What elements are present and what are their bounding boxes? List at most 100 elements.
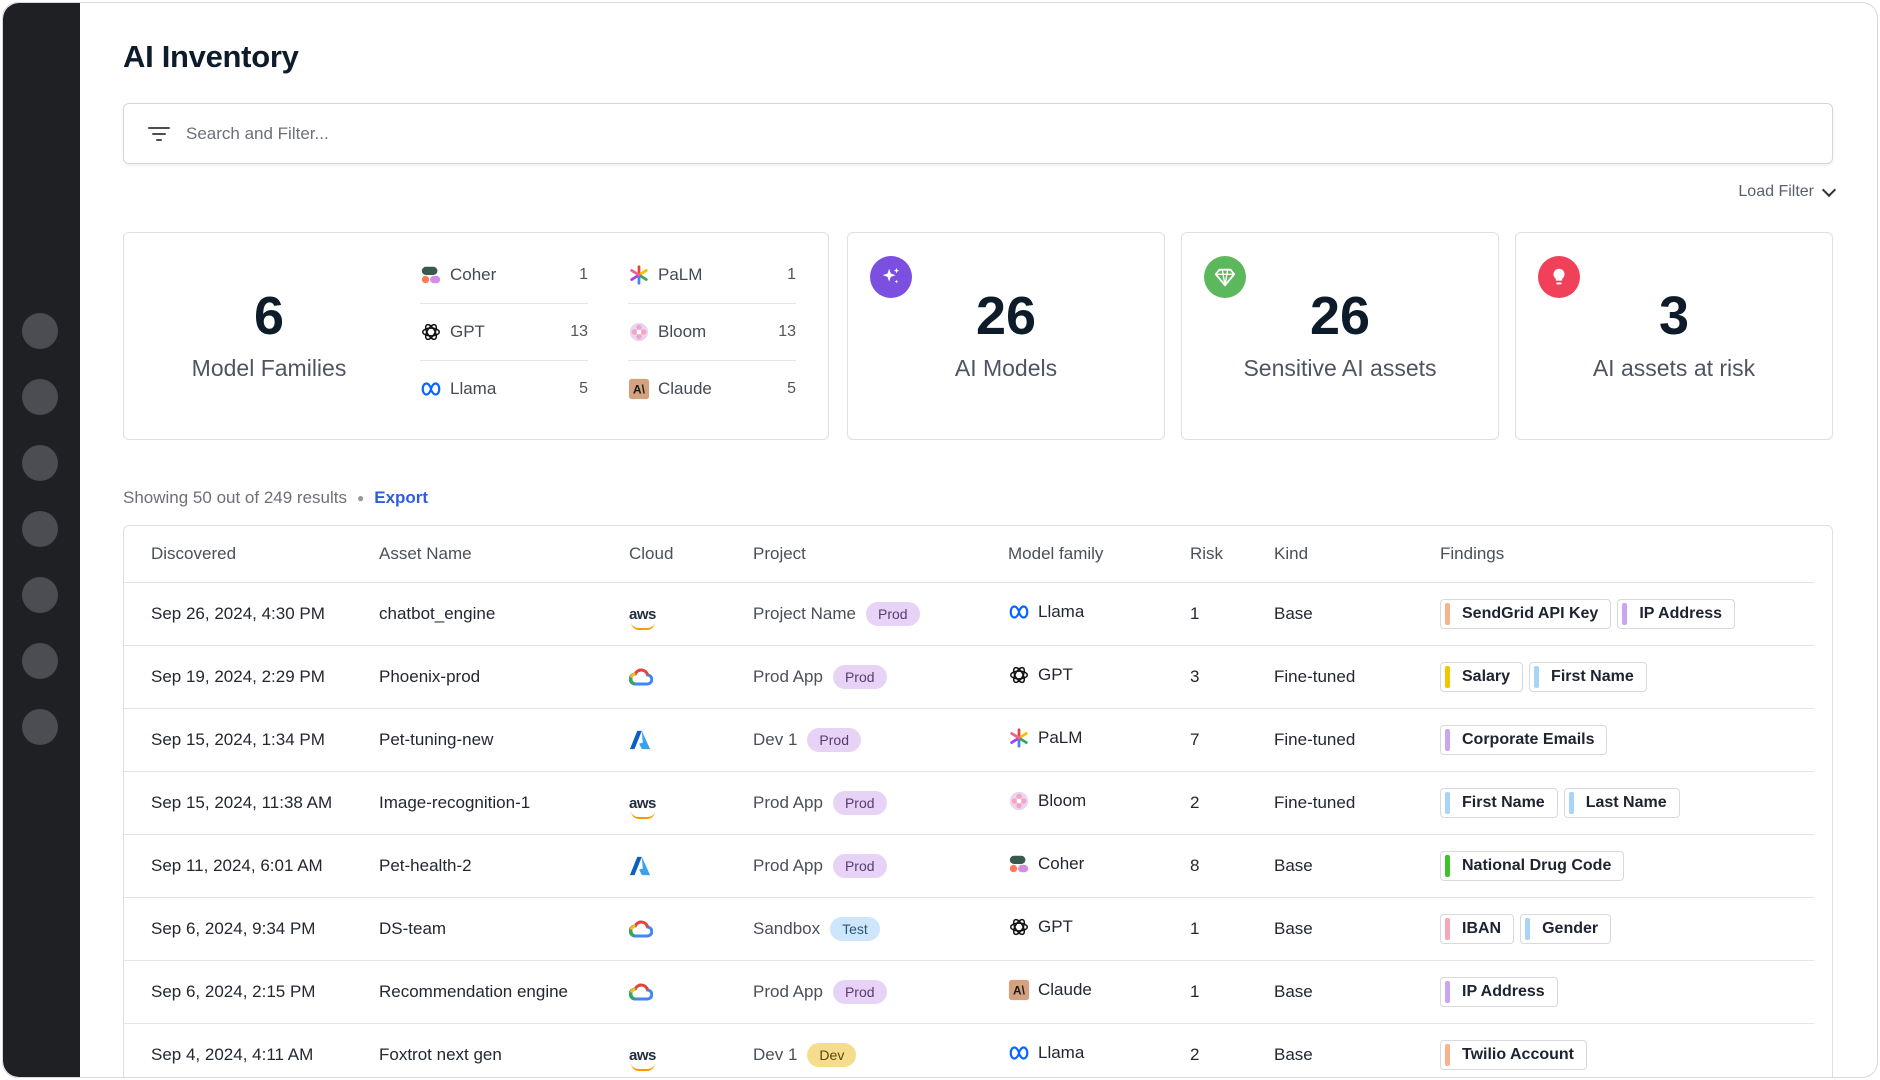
risk-cell: 2 (1190, 1023, 1274, 1077)
google-cloud-icon (628, 918, 654, 940)
azure-icon (629, 855, 651, 877)
asset-name-cell[interactable]: Phoenix-prod (379, 645, 629, 709)
ai-models-label: AI Models (954, 355, 1058, 381)
page-title: AI Inventory (123, 39, 299, 74)
kind-cell: Base (1274, 582, 1440, 646)
model-family-cell: Coher (1008, 834, 1190, 898)
model-families-card: 6 Model Families Coher 1 GPT 13 Llama 5 … (123, 232, 829, 440)
cloud-cell (629, 708, 753, 772)
table-row[interactable]: Sep 19, 2024, 2:29 PM Phoenix-prod Prod … (124, 645, 1814, 709)
environment-badge: Prod (832, 665, 887, 689)
family-name: Bloom (658, 322, 707, 341)
model-family-name: GPT (1038, 916, 1073, 936)
project-name[interactable]: Prod App (753, 793, 823, 812)
model-family-name: GPT (1038, 664, 1073, 684)
finding-label: IP Address (1462, 983, 1545, 1000)
column-header-cloud[interactable]: Cloud (629, 526, 753, 583)
column-header-asset-name[interactable]: Asset Name (379, 526, 629, 583)
column-header-risk[interactable]: Risk (1190, 526, 1274, 583)
sidebar-nav-item[interactable] (22, 577, 58, 613)
finding-label: Gender (1542, 920, 1599, 937)
project-name[interactable]: Dev 1 (753, 730, 798, 749)
azure-icon (629, 729, 651, 751)
table-row[interactable]: Sep 15, 2024, 11:38 AM Image-recognition… (124, 771, 1814, 835)
family-item-gpt[interactable]: GPT 13 (420, 304, 588, 361)
asset-name-cell[interactable]: Foxtrot next gen (379, 1023, 629, 1077)
finding-badge[interactable]: Salary (1440, 662, 1524, 692)
search-input[interactable] (184, 122, 1688, 145)
sidebar-nav-item[interactable] (22, 643, 58, 679)
svg-text:A\: A\ (633, 383, 646, 397)
risk-cell: 1 (1190, 582, 1274, 646)
finding-badge[interactable]: Twilio Account (1440, 1040, 1587, 1070)
family-item-palm[interactable]: PaLM 1 (628, 247, 796, 304)
finding-badge[interactable]: IP Address (1440, 977, 1558, 1007)
family-item-llama[interactable]: Llama 5 (420, 361, 588, 417)
asset-name-cell[interactable]: Pet-health-2 (379, 834, 629, 898)
project-name[interactable]: Project Name (753, 604, 856, 623)
sidebar-nav-item[interactable] (22, 379, 58, 415)
discovered-cell: Sep 6, 2024, 9:34 PM (124, 897, 379, 961)
export-link[interactable]: Export (374, 488, 429, 507)
table-row[interactable]: Sep 11, 2024, 6:01 AM Pet-health-2 Prod … (124, 834, 1814, 898)
finding-label: IP Address (1639, 605, 1723, 622)
table-row[interactable]: Sep 15, 2024, 1:34 PM Pet-tuning-new Dev… (124, 708, 1814, 772)
meta-icon (1008, 601, 1030, 623)
cloud-cell (628, 897, 753, 961)
sidebar-nav-item[interactable] (22, 511, 58, 547)
finding-badge[interactable]: First Name (1529, 662, 1647, 692)
table-row[interactable]: Sep 26, 2024, 4:30 PM chatbot_engine aws… (124, 582, 1814, 646)
column-header-model-family[interactable]: Model family (1008, 526, 1190, 583)
finding-badge[interactable]: IP Address (1617, 599, 1736, 629)
asset-name-cell[interactable]: Pet-tuning-new (379, 708, 629, 772)
finding-badge[interactable]: Last Name (1563, 788, 1680, 818)
environment-badge: Test (830, 917, 880, 941)
column-header-project[interactable]: Project (753, 526, 1008, 583)
palm-icon (628, 264, 650, 286)
sidebar-nav-item[interactable] (22, 445, 58, 481)
finding-label: First Name (1462, 794, 1545, 811)
finding-badge[interactable]: Corporate Emails (1440, 725, 1608, 755)
project-name[interactable]: Prod App (753, 982, 823, 1001)
finding-label: Corporate Emails (1462, 731, 1595, 748)
project-name[interactable]: Sandbox (753, 919, 821, 938)
finding-badge[interactable]: National Drug Code (1440, 851, 1625, 881)
environment-badge: Prod (807, 728, 861, 752)
asset-name-cell[interactable]: chatbot_engine (379, 582, 629, 646)
table-row[interactable]: Sep 6, 2024, 2:15 PM Recommendation engi… (124, 960, 1814, 1024)
environment-badge: Prod (832, 980, 887, 1004)
finding-badge[interactable]: IBAN (1440, 914, 1515, 944)
column-header-kind[interactable]: Kind (1274, 526, 1440, 583)
lightbulb-icon (1538, 256, 1580, 298)
sensitive-assets-card: 26 Sensitive AI assets (1181, 232, 1499, 440)
project-name[interactable]: Prod App (753, 856, 823, 875)
column-header-discovered[interactable]: Discovered (124, 526, 379, 583)
family-item-claude[interactable]: A\ Claude 5 (628, 361, 796, 417)
asset-name-cell[interactable]: Recommendation engine (379, 960, 629, 1024)
finding-label: National Drug Code (1462, 857, 1612, 874)
finding-badge[interactable]: SendGrid API Key (1440, 599, 1612, 629)
sidebar-nav-item[interactable] (22, 313, 58, 349)
search-bar[interactable] (123, 103, 1833, 164)
family-count: 5 (579, 380, 588, 397)
asset-name-cell[interactable]: Image-recognition-1 (379, 771, 629, 835)
project-name[interactable]: Dev 1 (753, 1045, 798, 1064)
family-item-coher[interactable]: Coher 1 (420, 247, 588, 304)
table-row[interactable]: Sep 6, 2024, 9:34 PM DS-team Sandbox Test… (124, 897, 1814, 961)
table-row[interactable]: Sep 4, 2024, 4:11 AM Foxtrot next gen aw… (124, 1023, 1814, 1077)
project-cell: Dev 1 Dev (753, 1023, 1008, 1077)
sidebar-nav-item[interactable] (22, 709, 58, 745)
column-header-findings[interactable]: Findings (1440, 526, 1814, 583)
load-filter-dropdown[interactable]: Load Filter (1738, 182, 1837, 201)
project-cell: Prod App Prod (753, 960, 1008, 1024)
risk-cell: 1 (1190, 960, 1274, 1024)
meta-icon (420, 378, 442, 400)
asset-name-cell[interactable]: DS-team (379, 897, 629, 961)
finding-badge[interactable]: Gender (1520, 914, 1612, 944)
kind-cell: Base (1274, 1023, 1440, 1077)
finding-badge[interactable]: First Name (1440, 788, 1558, 818)
kind-cell: Fine-tuned (1274, 645, 1440, 709)
family-item-bloom[interactable]: Bloom 13 (628, 304, 796, 361)
project-name[interactable]: Prod App (753, 667, 823, 686)
